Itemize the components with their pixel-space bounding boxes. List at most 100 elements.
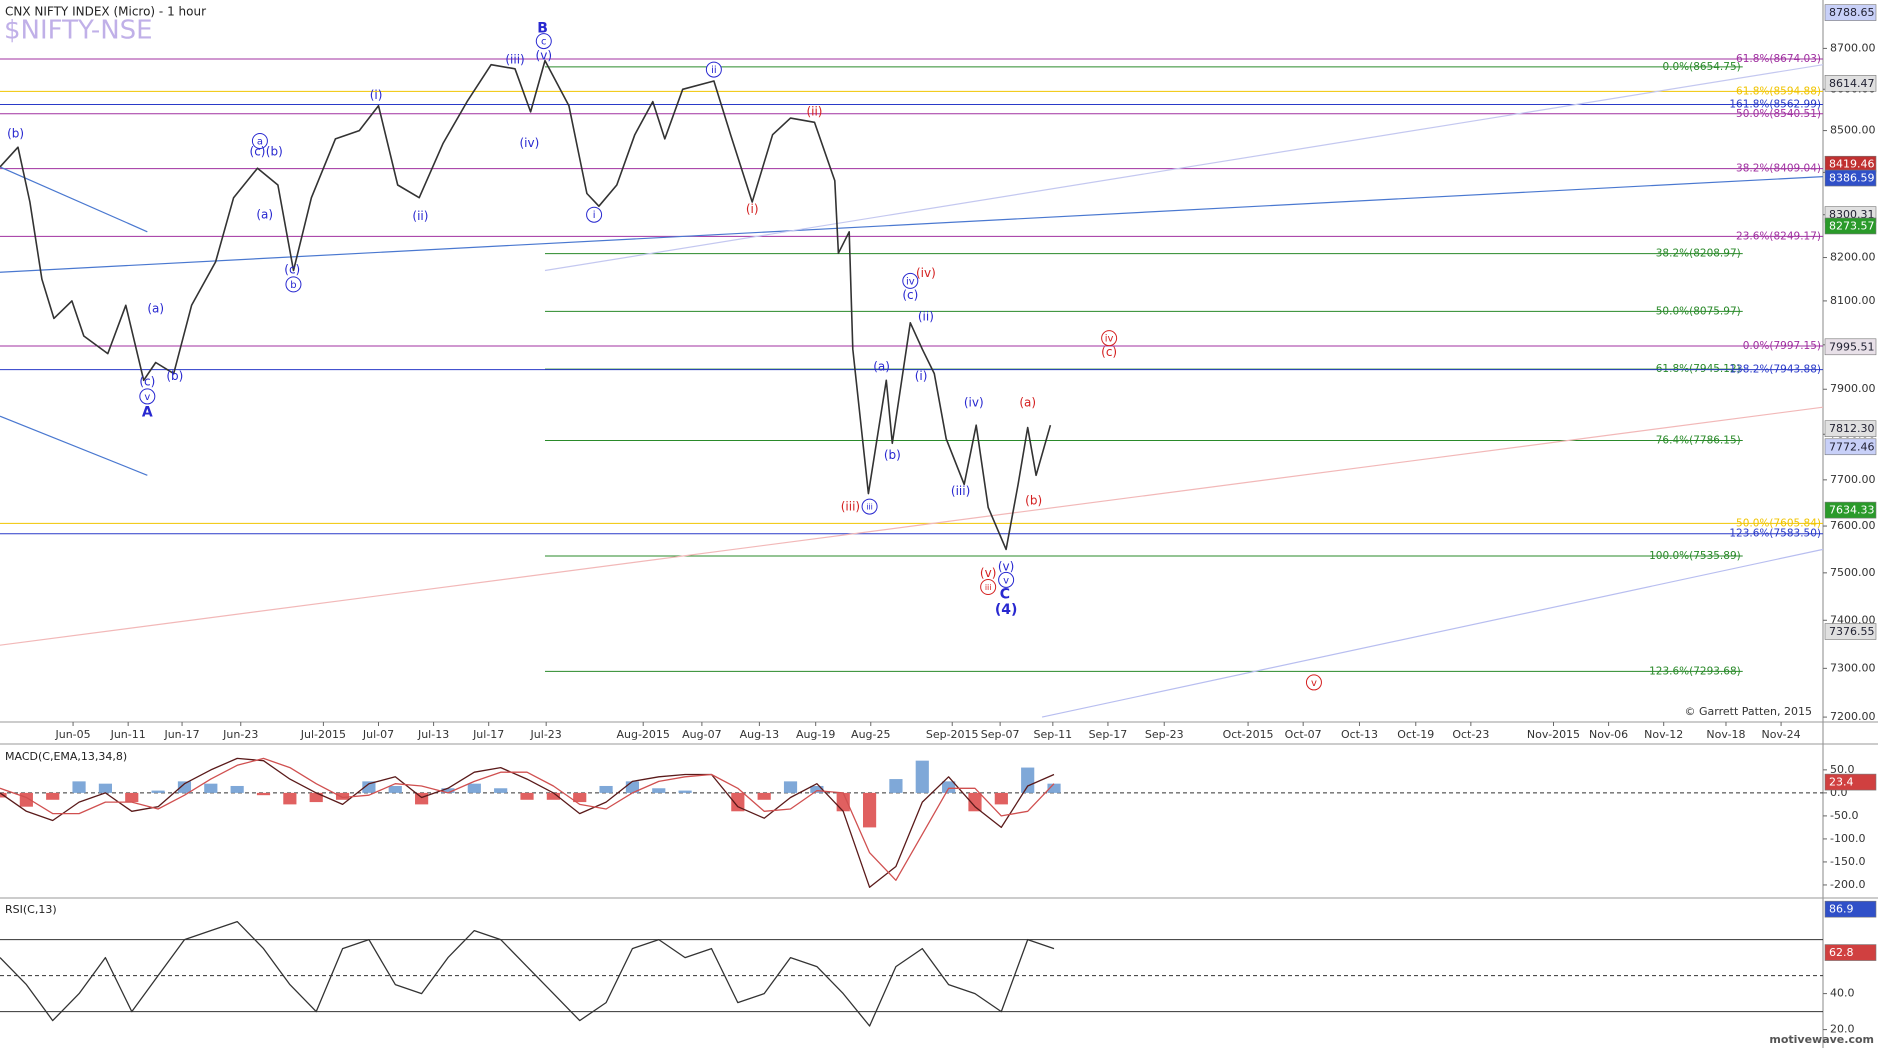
wave-label: (a) [256,208,273,222]
x-tick-label: Sep-17 [1089,728,1128,741]
y-tick-label: 8100.00 [1830,294,1876,307]
histogram-bar [467,783,481,793]
x-tick-label: Sep-23 [1145,728,1184,741]
trendline [1041,548,1824,718]
histogram-bar [810,785,824,793]
wave-circle [902,272,919,289]
trendline [0,406,1824,646]
histogram-bar [309,792,323,803]
level-label: 100.0%(7535.89) [1649,550,1741,562]
histogram-bar [942,781,956,793]
y-tick-label: 8200.00 [1830,251,1876,264]
x-tick-label: Jun-11 [110,728,146,741]
price-marker-label: 7772.46 [1829,440,1875,453]
y-tick-label: 50.0 [1830,763,1855,776]
x-tick-label: Sep-2015 [926,728,979,741]
level-label: 123.6%(7583.50) [1729,528,1821,540]
x-tick-label: Aug-13 [740,728,779,741]
y-tick-label: 40.0 [1830,987,1855,1000]
x-tick-label: Nov-12 [1644,728,1683,741]
y-tick-label: -200.0 [1830,878,1865,891]
histogram-bar [388,785,402,793]
wave-label: (a) [147,301,164,315]
price-marker-label: 7812.30 [1829,422,1875,435]
price-marker [1824,900,1877,918]
wave-circle [1101,330,1118,347]
level-label: 38.2%(8208.97) [1656,248,1741,260]
x-tick-label: Sep-07 [981,728,1020,741]
level-label: 161.8%(8562.99) [1729,98,1821,110]
wave-label: B [537,21,548,37]
price-marker-label: 7634.33 [1829,504,1875,517]
histogram-bar [494,788,508,793]
y-tick-label: 8700.00 [1830,41,1876,54]
level-label: 38.2%(8409.04) [1736,163,1821,175]
x-tick-label: Nov-24 [1762,728,1801,741]
histogram-bar [177,781,192,793]
y-tick-label: 7400.00 [1830,613,1876,626]
histogram-bar [256,792,271,796]
histogram-bar [72,781,86,793]
wave-label: (c) [139,375,155,389]
panel-title: RSI(C,13) [5,903,57,916]
wave-circle [535,33,552,50]
histogram-bar [125,792,139,803]
histogram-bar [678,790,692,793]
x-tick-label: Aug-25 [851,728,890,741]
x-tick-label: Jul-23 [530,728,562,741]
wave-label: (ii) [806,105,822,119]
level-label: 61.8%(7945.12) [1656,363,1741,375]
price-marker-label: 8273.57 [1829,219,1875,232]
macd-line [0,757,1055,888]
price-marker-label: 8614.47 [1829,77,1875,90]
wave-circle [251,132,268,149]
level-label: 50.0%(7605.84) [1736,517,1821,529]
wave-label: (iii) [505,52,524,66]
x-tick-label: Oct-13 [1341,728,1378,741]
histogram-bar [573,792,587,803]
wave-label: (c) [902,288,918,302]
price-marker [1824,338,1877,356]
histogram-bar [994,792,1008,805]
credit: © Garrett Patten, 2015 [1685,705,1813,718]
x-tick-label: Jul-13 [417,728,449,741]
x-tick-label: Nov-06 [1589,728,1628,741]
wave-label: iii [866,503,873,512]
level-label: 76.4%(7786.15) [1656,435,1741,447]
level-label: 138.2%(7943.88) [1729,364,1821,376]
wave-label: (iii) [841,500,860,514]
histogram-bar [283,792,297,805]
wave-label: (b) [7,126,24,140]
wave-label: iii [985,583,992,592]
price-marker-label: 62.8 [1829,946,1854,959]
wave-label: (b) [266,144,283,158]
wave-label: (a) [1019,396,1036,410]
histogram-bar [362,781,376,793]
histogram-bar [836,792,850,812]
x-tick-label: Nov-18 [1706,728,1745,741]
price-marker-label: 8386.59 [1829,172,1875,185]
y-tick-label: 7300.00 [1830,661,1876,674]
wave-label: (4) [995,602,1018,618]
wave-label: v [1003,575,1009,586]
histogram-bar [520,792,534,800]
histogram-bar [757,792,771,800]
x-tick-label: Nov-2015 [1527,728,1580,741]
wave-label: (v) [536,48,552,62]
wave-circle [285,276,302,293]
wave-label: (c) [284,263,300,277]
level-label: 61.8%(8594.88) [1736,85,1821,97]
wave-label: (c) [1101,345,1117,359]
wave-label: (i) [915,369,928,383]
macd-line [0,757,1055,881]
histogram-bar [335,792,350,800]
price-marker-label: 8788.65 [1829,6,1875,19]
y-tick-label: 7900.00 [1830,382,1876,395]
y-tick-label: 7700.00 [1830,473,1876,486]
chart-subtitle: $NIFTY-NSE [4,16,153,46]
price-marker-label: 7376.55 [1829,625,1875,638]
histogram-bar [204,783,218,793]
wave-label: v [1311,678,1317,689]
